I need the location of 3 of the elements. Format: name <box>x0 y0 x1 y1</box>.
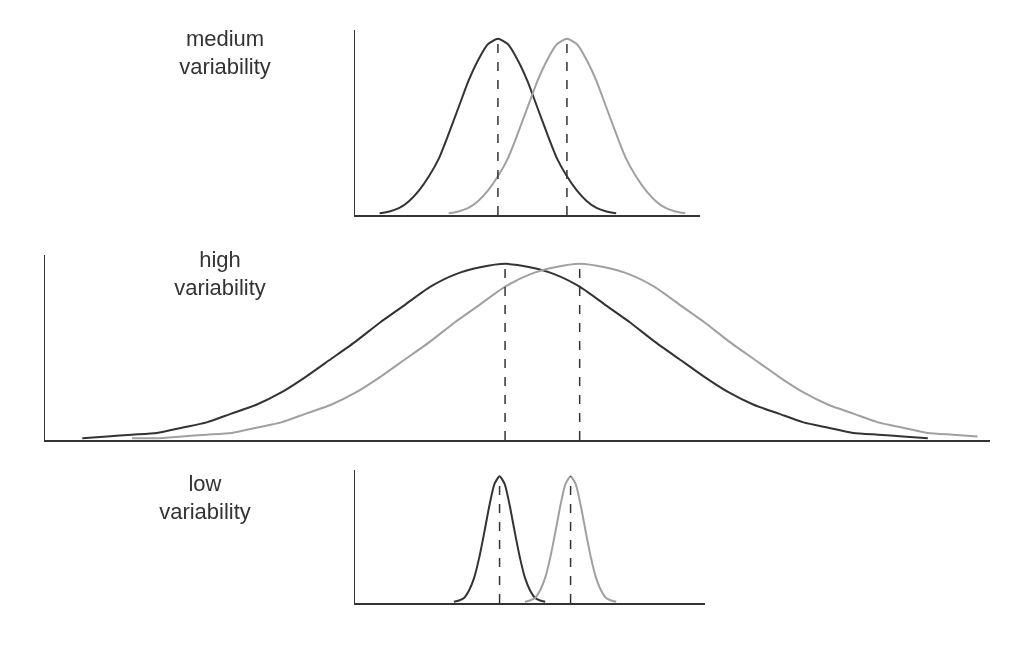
chart-title: medium variability <box>178 25 272 81</box>
chart-title: low variability <box>158 470 252 526</box>
chart-title: high variability <box>173 246 267 302</box>
